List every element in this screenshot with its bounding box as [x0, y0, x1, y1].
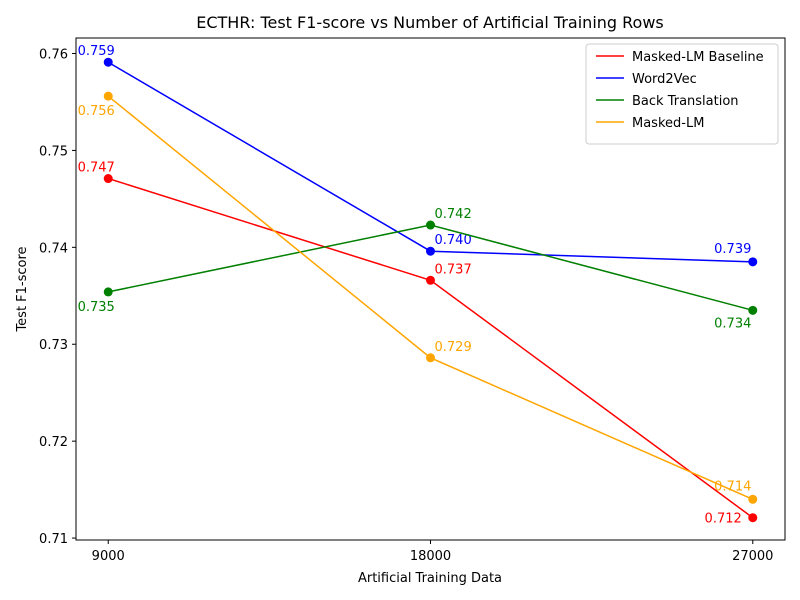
chart-title: ECTHR: Test F1-score vs Number of Artifi…: [196, 13, 664, 32]
data-label: 0.759: [78, 44, 115, 59]
data-label: 0.729: [435, 340, 472, 355]
data-label: 0.742: [435, 207, 472, 222]
legend-entry: Word2Vec: [596, 72, 697, 87]
legend-label: Word2Vec: [632, 72, 697, 87]
data-label: 0.735: [78, 300, 115, 315]
data-label: 0.747: [78, 161, 115, 176]
legend-label: Masked-LM: [632, 116, 704, 131]
data-label: 0.740: [435, 233, 472, 248]
data-point: [426, 275, 435, 285]
data-point: [426, 220, 435, 230]
data-label: 0.712: [705, 512, 742, 527]
data-point: [103, 57, 113, 67]
data-label: 0.739: [714, 242, 751, 257]
data-label: 0.734: [714, 316, 751, 331]
data-point: [748, 494, 758, 504]
data-point: [103, 287, 113, 297]
y-tick-label: 0.73: [39, 338, 68, 353]
series-masked-lm-baseline: 0.747 0.737 0.712: [78, 161, 758, 527]
y-tick-label: 0.72: [39, 435, 68, 450]
x-tick-label: 18000: [410, 549, 451, 564]
y-tick-label: 0.74: [39, 241, 68, 256]
series-word2vec: 0.759 0.740 0.739: [78, 44, 758, 267]
data-point: [426, 353, 435, 363]
legend-label: Back Translation: [632, 94, 739, 109]
series-layer: 0.747 0.737 0.712 0.759 0.740 0.739 0.735 0.742…: [78, 44, 758, 527]
x-tick-label: 9000: [92, 549, 125, 564]
data-point: [748, 257, 758, 267]
legend: Masked-LM Baseline Word2Vec Back Translati…: [585, 43, 779, 145]
y-tick-label: 0.75: [39, 144, 68, 159]
x-tick-label: 27000: [732, 549, 773, 564]
x-axis: 9000 18000 27000: [92, 540, 773, 564]
y-tick-label: 0.71: [39, 532, 68, 547]
data-point: [748, 305, 758, 315]
data-label: 0.737: [435, 262, 472, 277]
legend-label: Masked-LM Baseline: [632, 50, 764, 65]
data-point: [103, 174, 113, 184]
data-label: 0.756: [78, 104, 115, 119]
legend-entry: Masked-LM Baseline: [596, 50, 764, 65]
data-point: [748, 513, 758, 523]
data-point: [103, 91, 113, 101]
y-tick-label: 0.76: [39, 48, 68, 63]
y-axis: 0.71 0.72 0.73 0.74 0.75 0.76: [39, 48, 76, 547]
data-point: [426, 246, 435, 256]
x-axis-title: Artificial Training Data: [358, 571, 502, 586]
data-label: 0.714: [714, 479, 751, 494]
legend-entry: Back Translation: [596, 94, 739, 109]
series-masked-lm: 0.756 0.729 0.714: [78, 91, 758, 504]
y-axis-title: Test F1-score: [15, 246, 30, 332]
series-back-translation: 0.735 0.742 0.734: [78, 207, 758, 331]
legend-box: [585, 43, 779, 145]
legend-entry: Masked-LM: [596, 116, 704, 131]
